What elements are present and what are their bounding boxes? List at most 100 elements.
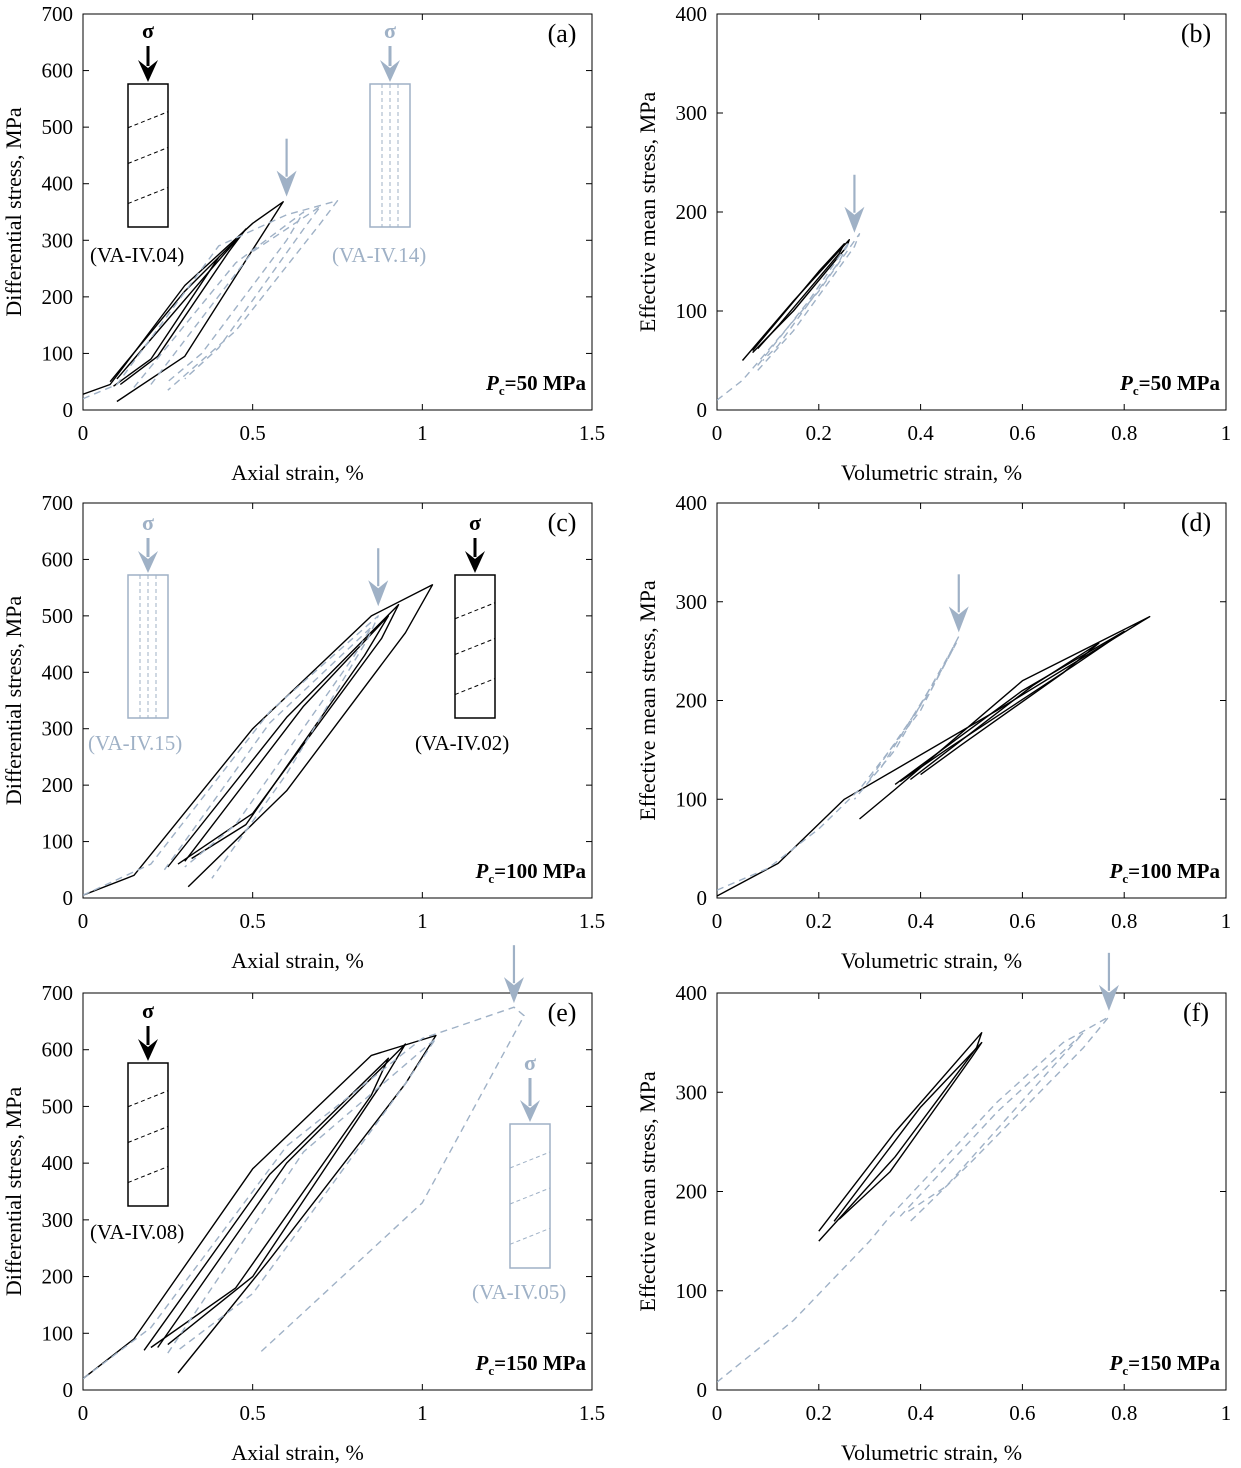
y-tick-label: 0 [697, 398, 708, 422]
y-tick-label: 400 [42, 660, 74, 684]
fracture-line [127, 111, 169, 129]
x-tick-label: 1.5 [579, 909, 605, 933]
sigma-arrow-head [520, 1100, 540, 1122]
sigma-label: σ [384, 18, 396, 43]
x-axis-label: Axial strain, % [231, 460, 364, 485]
series-line [83, 615, 379, 896]
y-tick-label: 300 [676, 101, 708, 125]
y-tick-label: 600 [42, 59, 74, 83]
sigma-label: σ [469, 510, 481, 535]
x-tick-label: 0 [78, 421, 89, 445]
plot-frame [82, 992, 593, 1391]
x-axis-label: Axial strain, % [231, 948, 364, 973]
confining-pressure-label: Pc=150 MPa [475, 1351, 587, 1378]
x-axis-label: Volumetric strain, % [841, 948, 1022, 973]
y-tick-label: 300 [42, 1208, 74, 1232]
y-axis-label: Effective mean stress, MPa [635, 580, 660, 821]
fracture-line [454, 638, 496, 655]
series-line [752, 243, 845, 352]
series-line [83, 200, 339, 400]
y-tick-label: 0 [697, 886, 708, 910]
pc-value: =50 MPa [1139, 371, 1221, 395]
x-tick-label: 0 [78, 909, 89, 933]
confining-pressure-label: Pc=50 MPa [1119, 371, 1220, 398]
y-tick-label: 500 [42, 604, 74, 628]
y-tick-label: 200 [676, 200, 708, 224]
y-tick-label: 200 [676, 689, 708, 713]
sample-inset: σ (VA-IV.05) [472, 1050, 566, 1304]
plot-frame [716, 502, 1227, 899]
series-line [833, 1041, 983, 1222]
x-tick-label: 0.6 [1009, 909, 1035, 933]
pc-subscript: c [499, 383, 505, 398]
fracture-line [509, 1187, 551, 1205]
sample-inset: σ (VA-IV.04) [90, 18, 184, 267]
sigma-label: σ [142, 998, 154, 1023]
pc-symbol: P [475, 1351, 489, 1375]
x-tick-label: 1 [1221, 421, 1232, 445]
series-line [717, 233, 861, 401]
y-tick-label: 0 [63, 398, 74, 422]
x-tick-label: 0.4 [907, 909, 934, 933]
series-line [133, 211, 305, 388]
pc-value: =100 MPa [1128, 859, 1220, 883]
x-tick-label: 0.4 [907, 421, 934, 445]
series-line [163, 626, 373, 871]
sample-cylinder [127, 1062, 169, 1207]
y-tick-label: 100 [676, 1279, 708, 1303]
sample-name: (VA-IV.14) [332, 243, 426, 267]
panel-c: 0 0.5 1 1.5 0 100 200 300 400 500 600 700 Axial stra… [1, 491, 605, 973]
y-tick-label: 600 [42, 547, 74, 571]
sample-inset: σ (VA-IV.08) [90, 998, 184, 1244]
y-axis-label: Differential stress, MPa [1, 107, 26, 316]
failure-arrow-head [368, 580, 389, 607]
plot-frame [82, 13, 593, 411]
y-tick-label: 500 [42, 115, 74, 139]
panel-label: (d) [1181, 508, 1211, 537]
sigma-label: σ [524, 1050, 536, 1075]
y-tick-label: 300 [676, 1080, 708, 1104]
pc-subscript: c [1122, 871, 1128, 886]
sigma-arrow-head [465, 551, 485, 573]
y-tick-label: 400 [42, 172, 74, 196]
fracture-line [454, 678, 496, 696]
y-tick-label: 100 [676, 787, 708, 811]
y-tick-label: 400 [42, 1151, 74, 1175]
pc-symbol: P [1109, 1351, 1123, 1375]
panel-d: 0 0.2 0.4 0.6 0.8 1 0 100 200 300 400 Volumetric st… [635, 491, 1231, 973]
series-line [109, 239, 237, 387]
y-tick-label: 0 [63, 1378, 74, 1402]
panel-label: (a) [548, 19, 577, 48]
x-tick-label: 0.2 [806, 909, 832, 933]
series-VA-IV.05 [83, 1006, 525, 1380]
x-tick-label: 0 [712, 909, 723, 933]
series-line [894, 630, 1125, 785]
series-line [899, 1032, 1085, 1217]
confining-pressure-label: Pc=150 MPa [1109, 1351, 1221, 1378]
y-tick-label: 100 [42, 341, 74, 365]
fracture-line [454, 602, 496, 620]
x-tick-label: 1 [1221, 909, 1232, 933]
sample-name: (VA-IV.05) [472, 1280, 566, 1304]
series-VA-IV.14 [83, 200, 339, 400]
y-axis-label: Effective mean stress, MPa [635, 1071, 660, 1312]
series-line [717, 1016, 1110, 1383]
x-tick-label: 0 [712, 1401, 723, 1425]
y-tick-label: 200 [42, 1265, 74, 1289]
y-tick-label: 300 [676, 590, 708, 614]
y-tick-label: 400 [676, 491, 708, 515]
panel-label: (b) [1181, 19, 1211, 48]
y-tick-label: 100 [42, 1321, 74, 1345]
failure-arrow-head [276, 170, 297, 197]
series-line [909, 642, 1100, 781]
series-VA-IV.08 [83, 1034, 437, 1380]
y-tick-label: 100 [676, 299, 708, 323]
series-line [83, 584, 434, 896]
series-line [83, 1034, 437, 1380]
y-axis-label: Effective mean stress, MPa [635, 92, 660, 333]
series-VA-IV.08 [818, 1032, 983, 1242]
series-line [143, 1057, 390, 1351]
pc-value: =50 MPa [505, 371, 587, 395]
confining-pressure-label: Pc=50 MPa [485, 371, 586, 398]
series-VA-IV.05 [717, 1016, 1110, 1383]
